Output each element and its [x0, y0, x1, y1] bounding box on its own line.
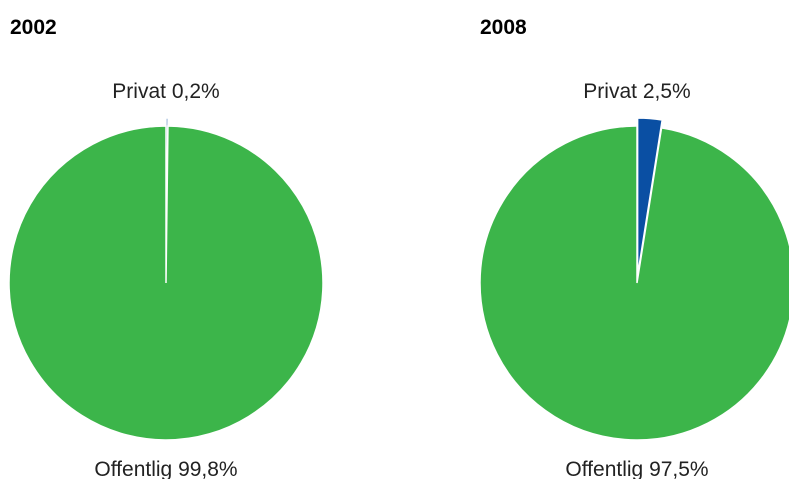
- pie-title: 2002: [10, 16, 57, 39]
- slice-category: Offentlig: [565, 458, 643, 479]
- slice-value: 97,5%: [649, 458, 709, 479]
- slice-category: Offentlig: [94, 458, 172, 479]
- slice-label: Privat 2,5%: [583, 80, 690, 103]
- slice-category: Privat: [112, 80, 166, 103]
- slice-label: Offentlig 99,8%: [94, 458, 237, 479]
- slice-value: 2,5%: [643, 80, 691, 103]
- pie-slice: [8, 125, 324, 441]
- slice-value: 99,8%: [178, 458, 238, 479]
- pie-title: 2008: [480, 16, 527, 39]
- pie-slice: [479, 125, 789, 441]
- slice-label: Offentlig 97,5%: [565, 458, 708, 479]
- slice-label: Privat 0,2%: [112, 80, 219, 103]
- slice-category: Privat: [583, 80, 637, 103]
- slice-value: 0,2%: [172, 80, 220, 103]
